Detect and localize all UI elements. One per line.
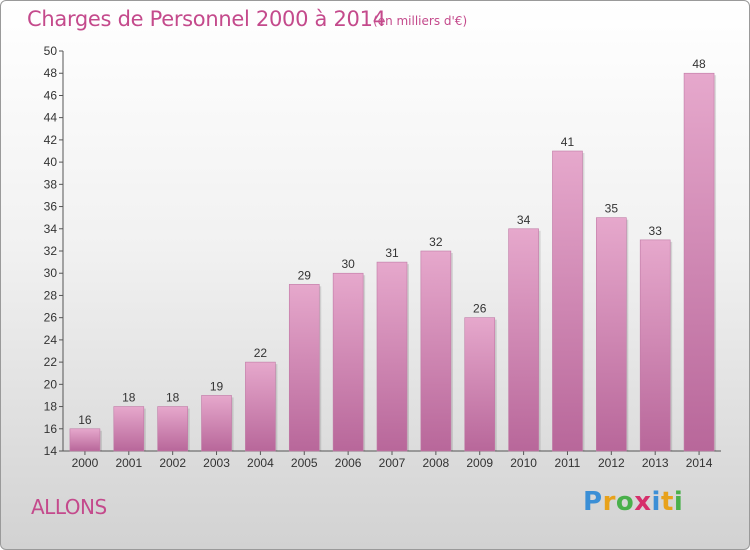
- value-label-2009: 26: [473, 302, 487, 316]
- bar-2000: [69, 428, 101, 452]
- value-label-2013: 33: [649, 224, 663, 238]
- y-tick-label: 34: [44, 222, 58, 236]
- place-name: ALLONS: [31, 495, 107, 519]
- y-tick-label: 26: [44, 311, 58, 325]
- value-label-2002: 18: [166, 391, 180, 405]
- value-label-2001: 18: [122, 391, 136, 405]
- y-tick-label: 46: [44, 88, 58, 102]
- y-tick-label: 36: [44, 200, 58, 214]
- x-tick-label-2003: 2003: [203, 456, 230, 470]
- logo-letter: P: [583, 487, 603, 517]
- x-tick-label-2000: 2000: [72, 456, 99, 470]
- y-tick-label: 40: [44, 155, 58, 169]
- bar-2010: [508, 228, 539, 452]
- bar-2001: [113, 406, 145, 452]
- bar-2012: [596, 217, 627, 452]
- y-tick-label: 20: [44, 377, 58, 391]
- y-tick-label: 42: [44, 133, 58, 147]
- x-tick-label-2010: 2010: [510, 456, 537, 470]
- x-tick-label-2005: 2005: [291, 456, 318, 470]
- logo-letter: i: [673, 487, 684, 517]
- x-tick-label-2013: 2013: [642, 456, 669, 470]
- logo-letter: x: [634, 487, 652, 517]
- value-label-2004: 22: [254, 346, 268, 360]
- bar-2003: [201, 395, 232, 452]
- axes: 14 16 18 20 22 24 26 28 30 32 34 36 38 40 42 44 46 48 50 20…: [44, 44, 721, 470]
- y-tick-label: 32: [44, 244, 58, 258]
- bar-2004: [245, 361, 276, 452]
- y-tick-label: 14: [44, 444, 58, 458]
- x-tick-label-2012: 2012: [598, 456, 625, 470]
- value-label-2011: 41: [561, 135, 575, 149]
- x-tick-label-2008: 2008: [423, 456, 450, 470]
- bar-2009: [464, 317, 496, 452]
- x-tick-label-2002: 2002: [159, 456, 186, 470]
- logo-letter: o: [615, 487, 635, 517]
- y-tick-label: 16: [44, 422, 58, 436]
- x-tick-label-2009: 2009: [466, 456, 493, 470]
- y-tick-label: 48: [44, 66, 58, 80]
- value-label-2000: 16: [78, 413, 92, 427]
- bar-2008: [420, 250, 452, 452]
- value-label-2012: 35: [605, 202, 619, 216]
- bar-2006: [332, 272, 364, 452]
- chart-unit: (en milliers d'€): [373, 14, 468, 28]
- x-tick-label-2011: 2011: [555, 456, 581, 470]
- y-tick-label: 18: [44, 400, 58, 414]
- logo-letter: r: [602, 487, 616, 517]
- chart-title: Charges de Personnel 2000 à 2014: [27, 7, 386, 31]
- y-tick-label: 24: [44, 333, 58, 347]
- logo-letter: t: [660, 487, 674, 517]
- y-tick-label: 22: [44, 355, 58, 369]
- value-label-2003: 19: [210, 379, 224, 393]
- logo-letter: i: [651, 487, 661, 517]
- value-label-2008: 32: [429, 235, 443, 249]
- bars: 16 18 18 19 22 29 30 31 32 26 34 41 35 33 48: [69, 57, 717, 452]
- y-tick-label: 30: [44, 266, 58, 280]
- bar-2011: [552, 150, 583, 452]
- value-label-2007: 31: [385, 246, 399, 260]
- x-tick-label-2001: 2001: [115, 456, 142, 470]
- bar-2013: [639, 239, 671, 452]
- value-label-2006: 30: [341, 257, 355, 271]
- y-tick-label: 38: [44, 177, 58, 191]
- y-tick-label: 50: [44, 44, 58, 58]
- value-label-2010: 34: [517, 213, 531, 227]
- proxiti-logo: Proxiti: [583, 487, 683, 517]
- x-tick-label-2014: 2014: [686, 456, 713, 470]
- bar-2002: [157, 406, 188, 452]
- value-label-2005: 29: [298, 268, 312, 282]
- value-label-2014: 48: [692, 57, 706, 71]
- bar-2005: [288, 284, 320, 452]
- x-tick-label-2007: 2007: [379, 456, 406, 470]
- x-tick-label-2006: 2006: [335, 456, 362, 470]
- y-tick-label: 44: [44, 111, 58, 125]
- bar-2007: [376, 261, 408, 452]
- bar-2014: [683, 72, 715, 452]
- y-tick-label: 28: [44, 288, 58, 302]
- x-tick-label-2004: 2004: [247, 456, 274, 470]
